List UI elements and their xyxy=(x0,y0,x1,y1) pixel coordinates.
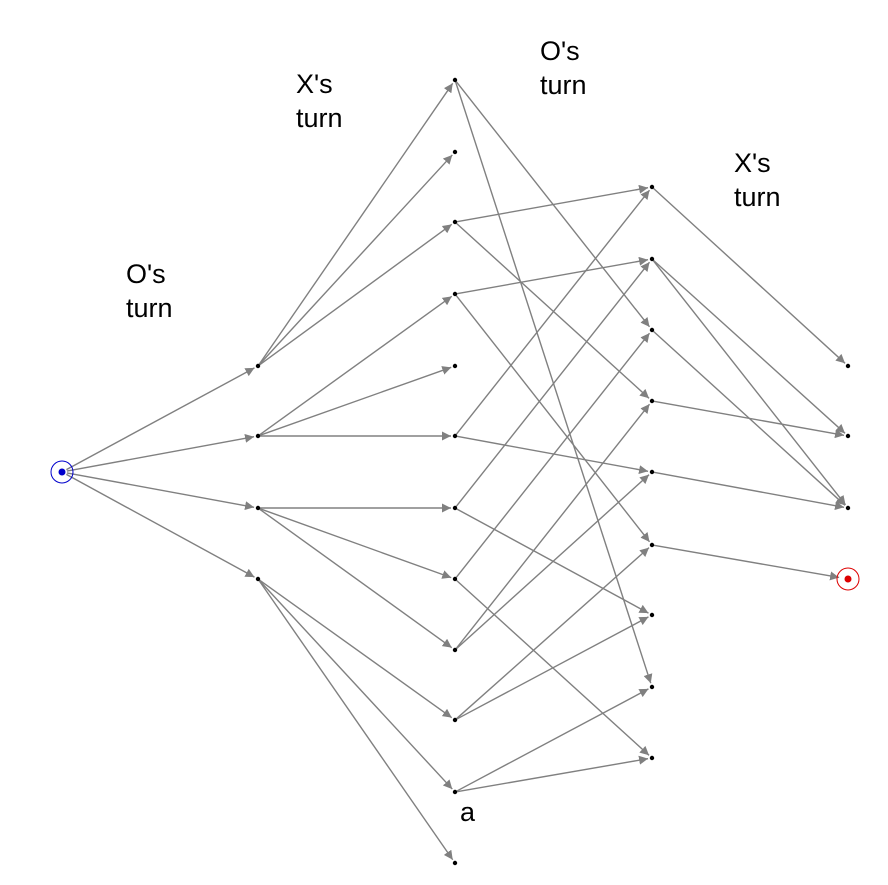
edge-arrow xyxy=(653,259,846,434)
tree-node xyxy=(452,433,458,439)
edge-arrow xyxy=(456,474,650,650)
tree-node xyxy=(255,433,261,439)
tree-node xyxy=(649,184,655,190)
edges xyxy=(66,81,847,861)
goal-node-ring xyxy=(836,567,860,591)
edge-arrow xyxy=(456,688,649,792)
edge-arrow xyxy=(259,366,452,436)
tree-node xyxy=(649,256,655,262)
tree-node xyxy=(255,576,261,582)
node-a-label: a xyxy=(460,797,476,827)
edge-arrow xyxy=(258,580,454,861)
tree-node xyxy=(452,149,458,155)
edge-arrow xyxy=(455,189,651,435)
o-turn-label-right: O's turn xyxy=(540,36,587,100)
tree-node xyxy=(452,363,458,369)
edge-arrow xyxy=(455,295,651,543)
tree-node xyxy=(452,77,458,83)
tree-node xyxy=(255,363,261,369)
tree-node xyxy=(452,860,458,866)
tree-node xyxy=(452,717,458,723)
edge-arrow xyxy=(259,579,453,719)
tree-node xyxy=(649,542,655,548)
edge-arrow xyxy=(653,400,845,439)
x-turn-label-right: X's turn xyxy=(734,148,781,212)
edge-arrow xyxy=(455,403,651,649)
edge-arrow xyxy=(455,332,651,578)
start-node xyxy=(58,468,66,476)
edge-arrow xyxy=(455,261,651,507)
nodes xyxy=(50,77,860,866)
edge-arrow xyxy=(66,473,255,578)
tree-node xyxy=(649,612,655,618)
tree-node xyxy=(452,647,458,653)
edge-arrow xyxy=(258,579,453,790)
x-turn-label-upper: X's turn xyxy=(296,69,343,133)
edge-arrow xyxy=(653,471,845,511)
tree-node xyxy=(845,433,851,439)
tree-node xyxy=(649,469,655,475)
edge-arrow xyxy=(456,755,649,793)
tree-node xyxy=(452,576,458,582)
edge-arrow xyxy=(456,616,649,720)
edge-arrow xyxy=(66,472,255,511)
edge-arrow xyxy=(652,260,847,506)
tree-node xyxy=(649,398,655,404)
edge-arrow xyxy=(653,544,840,581)
edge-arrow xyxy=(66,433,255,472)
edge-arrow xyxy=(258,82,454,365)
edge-arrow xyxy=(258,154,453,366)
tree-node xyxy=(452,505,458,511)
edge-arrow xyxy=(456,435,649,475)
tree-node xyxy=(649,755,655,761)
o-turn-label-left: O's turn xyxy=(126,259,173,323)
edge-arrow xyxy=(456,222,650,399)
tree-node xyxy=(452,219,458,225)
edge-arrow xyxy=(259,508,453,649)
edge-arrow xyxy=(259,223,453,366)
edge-arrow xyxy=(454,81,653,684)
tree-node xyxy=(845,363,851,369)
tree-node xyxy=(649,327,655,333)
edge-arrow xyxy=(456,547,650,720)
tree-node xyxy=(452,789,458,795)
tree-node xyxy=(255,505,261,511)
tree-node xyxy=(649,684,655,690)
tree-node xyxy=(845,505,851,511)
edge-arrow xyxy=(66,367,255,471)
edge-arrow xyxy=(259,295,453,436)
goal-node xyxy=(844,575,852,583)
start-node-ring xyxy=(50,460,74,484)
tree-node xyxy=(452,291,458,297)
edge-arrow xyxy=(653,187,846,364)
edge-arrow xyxy=(456,184,649,223)
edge-arrow xyxy=(259,508,452,579)
edge-arrow xyxy=(456,256,649,295)
